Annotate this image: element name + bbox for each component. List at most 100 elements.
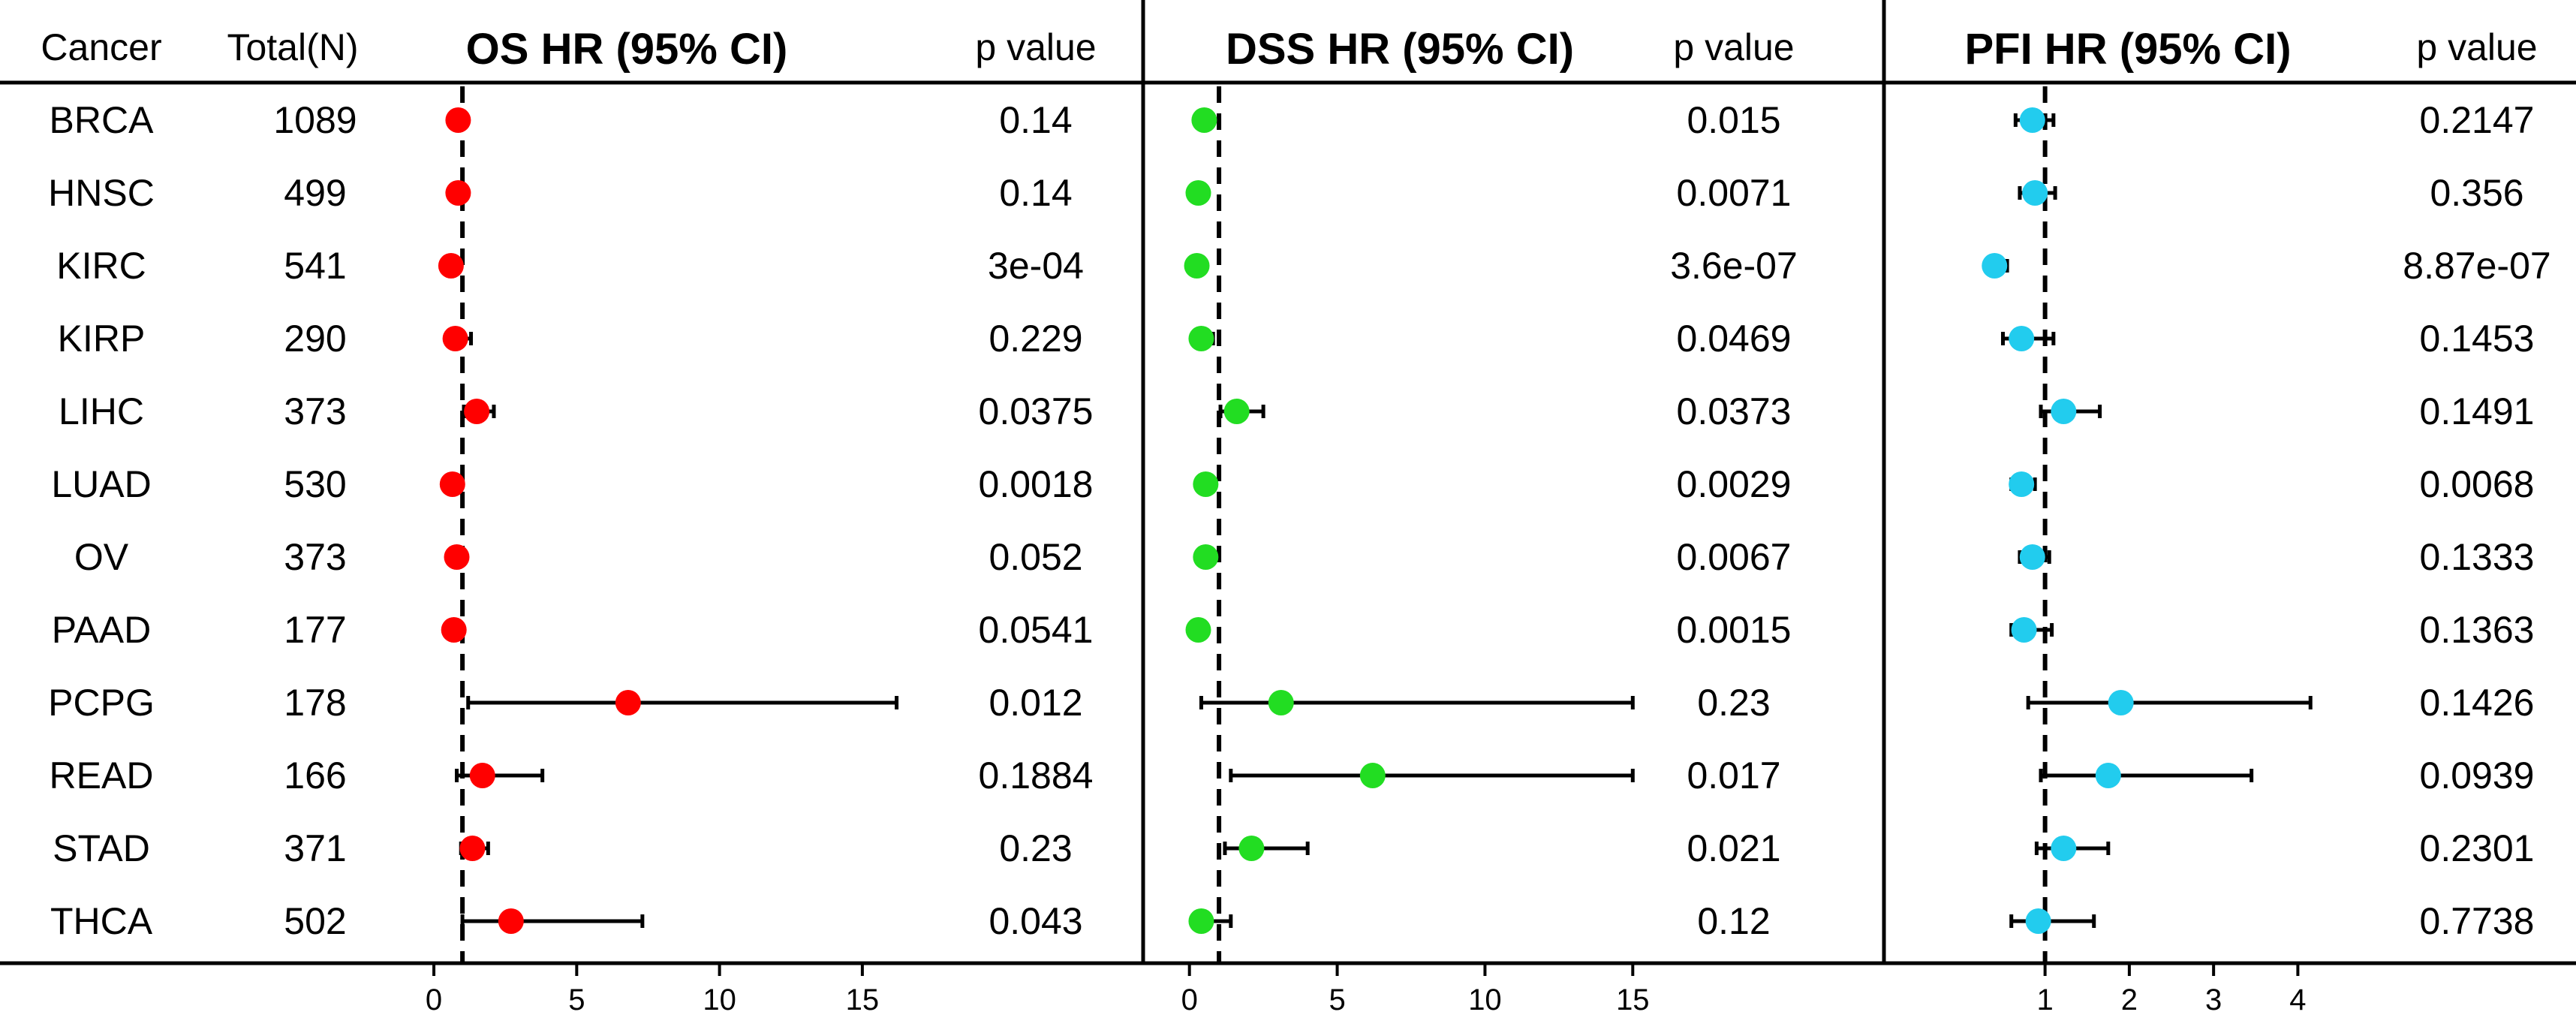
dss-luad-p-value: 0.0029 [1677, 463, 1792, 505]
dss-stad-hr-point [1238, 836, 1265, 861]
pfi-pcpg-p-value: 0.1426 [2420, 682, 2535, 724]
os-ov-p-value: 0.052 [989, 536, 1082, 578]
pfi-luad-hr-point [2009, 471, 2035, 497]
dss-brca-hr-point [1191, 107, 1217, 133]
pfi-axis-tick-label: 1 [2036, 983, 2053, 1016]
os-read-hr-point [469, 763, 495, 788]
pfi-stad-hr-point [2051, 836, 2077, 861]
header-dss-pvalue: p value [1673, 26, 1794, 68]
pfi-lihc-hr-point [2051, 399, 2077, 424]
dss-thca-p-value: 0.12 [1697, 900, 1770, 942]
dss-hnsc-hr-point [1185, 180, 1211, 206]
os-axis-tick-label: 15 [846, 983, 880, 1016]
row-label-luad: LUAD [51, 463, 151, 505]
os-thca-p-value: 0.043 [989, 900, 1082, 942]
row-total-kirc: 541 [284, 245, 346, 287]
os-pcpg-p-value: 0.012 [989, 682, 1082, 724]
row-label-read: READ [50, 754, 154, 797]
dss-axis-tick-label: 15 [1616, 983, 1650, 1016]
os-hnsc-hr-point [445, 180, 471, 206]
os-luad-p-value: 0.0018 [979, 463, 1094, 505]
dss-kirp-p-value: 0.0469 [1677, 318, 1792, 360]
row-label-brca: BRCA [50, 99, 155, 141]
dss-kirc-p-value: 3.6e-07 [1670, 245, 1798, 287]
pfi-paad-p-value: 0.1363 [2420, 609, 2535, 651]
os-paad-hr-point [441, 617, 467, 643]
pfi-brca-hr-point [2019, 107, 2045, 133]
os-stad-hr-point [459, 836, 486, 861]
pfi-kirc-hr-point [1982, 253, 2008, 279]
pfi-read-hr-point [2095, 763, 2121, 788]
pfi-thca-hr-point [2025, 908, 2051, 934]
row-total-hnsc: 499 [284, 172, 346, 214]
dss-hnsc-p-value: 0.0071 [1677, 172, 1792, 214]
header-pfi-pvalue: p value [2416, 26, 2537, 68]
pfi-kirc-p-value: 8.87e-07 [2403, 245, 2550, 287]
pfi-read-p-value: 0.0939 [2420, 754, 2535, 797]
header-total: Total(N) [227, 26, 358, 68]
os-lihc-p-value: 0.0375 [979, 390, 1094, 432]
os-pcpg-hr-point [615, 690, 641, 715]
dss-stad-p-value: 0.021 [1687, 827, 1780, 869]
os-hnsc-p-value: 0.14 [999, 172, 1072, 214]
row-total-lihc: 373 [284, 390, 346, 432]
dss-axis-tick-label: 5 [1329, 983, 1345, 1016]
dss-paad-hr-point [1185, 617, 1211, 643]
os-kirp-hr-point [442, 326, 468, 351]
pfi-thca-p-value: 0.7738 [2420, 900, 2535, 942]
os-kirc-p-value: 3e-04 [988, 245, 1084, 287]
pfi-pcpg-hr-point [2108, 690, 2134, 715]
dss-lihc-p-value: 0.0373 [1677, 390, 1792, 432]
os-axis-tick-label: 0 [426, 983, 442, 1016]
os-thca-hr-point [498, 908, 524, 934]
os-read-p-value: 0.1884 [979, 754, 1094, 797]
pfi-axis-tick-label: 2 [2121, 983, 2138, 1016]
os-brca-hr-point [445, 107, 471, 133]
os-paad-p-value: 0.0541 [979, 609, 1094, 651]
pfi-axis-tick-label: 3 [2205, 983, 2222, 1016]
row-total-thca: 502 [284, 900, 346, 942]
row-label-lihc: LIHC [59, 390, 144, 432]
os-kirp-p-value: 0.229 [989, 318, 1082, 360]
row-label-kirp: KIRP [58, 318, 146, 360]
pfi-ov-p-value: 0.1333 [2420, 536, 2535, 578]
os-lihc-hr-point [464, 399, 490, 424]
pfi-paad-hr-point [2011, 617, 2037, 643]
row-label-thca: THCA [50, 900, 153, 942]
row-total-read: 166 [284, 754, 346, 797]
dss-axis-tick-label: 10 [1468, 983, 1502, 1016]
os-axis-tick-label: 5 [568, 983, 585, 1016]
pfi-axis-tick-label: 4 [2289, 983, 2306, 1016]
pfi-kirp-p-value: 0.1453 [2420, 318, 2535, 360]
header-cancer: Cancer [41, 26, 161, 68]
dss-paad-p-value: 0.0015 [1677, 609, 1792, 651]
dss-kirp-hr-point [1188, 326, 1214, 351]
pfi-kirp-hr-point [2009, 326, 2035, 351]
row-label-hnsc: HNSC [48, 172, 155, 214]
row-total-brca: 1089 [273, 99, 357, 141]
row-total-stad: 371 [284, 827, 346, 869]
dss-brca-p-value: 0.015 [1687, 99, 1780, 141]
dss-ov-p-value: 0.0067 [1677, 536, 1792, 578]
pfi-luad-p-value: 0.0068 [2420, 463, 2535, 505]
pfi-lihc-p-value: 0.1491 [2420, 390, 2535, 432]
header-dss-title: DSS HR (95% CI) [1226, 25, 1574, 74]
row-label-ov: OV [74, 536, 129, 578]
row-total-luad: 530 [284, 463, 346, 505]
dss-read-hr-point [1359, 763, 1386, 788]
dss-pcpg-p-value: 0.23 [1697, 682, 1770, 724]
dss-luad-hr-point [1193, 471, 1219, 497]
dss-thca-hr-point [1188, 908, 1214, 934]
pfi-ov-hr-point [2019, 544, 2045, 570]
os-axis-tick-label: 10 [703, 983, 736, 1016]
row-total-paad: 177 [284, 609, 346, 651]
os-stad-p-value: 0.23 [999, 827, 1072, 869]
row-total-kirp: 290 [284, 318, 346, 360]
dss-axis-tick-label: 0 [1181, 983, 1198, 1016]
row-label-kirc: KIRC [56, 245, 146, 287]
header-os-pvalue: p value [975, 26, 1096, 68]
os-brca-p-value: 0.14 [999, 99, 1072, 141]
row-label-pcpg: PCPG [48, 682, 155, 724]
